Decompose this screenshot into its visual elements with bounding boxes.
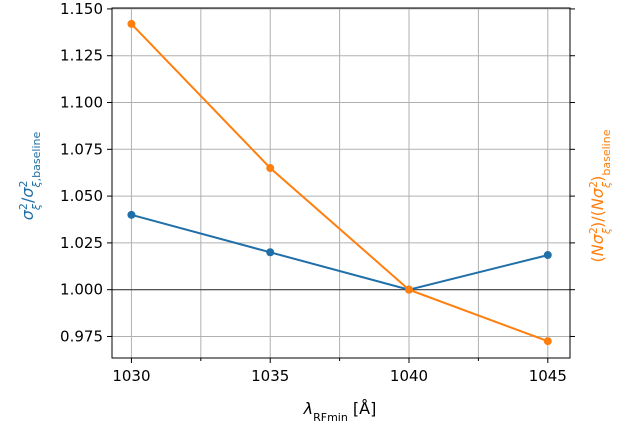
series-2-point (405, 285, 414, 294)
series-line-1 (131, 213, 549, 291)
ticks-group: 1030 1035 1040 1045 1.150 1.125 1.100 1.075 1.05… (60, 0, 575, 385)
series-1-point (266, 248, 275, 257)
series-group (127, 19, 552, 346)
y-axis-label-right: (Nσ2ξ)/(Nσ2ξ)baseline (587, 129, 613, 262)
y-tick-label: 1.100 (60, 94, 103, 112)
x-tick-label: 1035 (251, 367, 289, 385)
y-tick-label: 1.075 (60, 140, 103, 158)
y-tick-label: 1.150 (60, 0, 103, 18)
x-tick-label: 1040 (390, 367, 428, 385)
series-line-2 (130, 23, 549, 343)
y-axis-label-left: σ2ξ/σ2ξ,baseline (17, 132, 43, 221)
series-1-point (543, 251, 552, 260)
y-tick-label: 1.025 (60, 234, 103, 252)
plot-frame (111, 7, 571, 359)
y-tick-label: 0.975 (60, 327, 103, 345)
x-axis-label-main: λ (303, 399, 313, 418)
y-tick-label: 1.125 (60, 47, 103, 65)
series-1-point (127, 210, 136, 219)
grid (112, 8, 570, 358)
series-2-point (543, 337, 552, 346)
x-tick-label: 1045 (529, 367, 567, 385)
x-axis-label-sub: RFmin (313, 411, 348, 421)
series-2-point (266, 164, 275, 173)
x-axis-label: λRFmin [Å] (303, 399, 377, 421)
y-tick-label: 1.050 (60, 187, 103, 205)
y-tick-label: 1.000 (60, 281, 103, 299)
series-2-point (127, 19, 136, 28)
x-tick-label: 1030 (112, 367, 150, 385)
x-axis-label-unit: [Å] (348, 399, 377, 418)
